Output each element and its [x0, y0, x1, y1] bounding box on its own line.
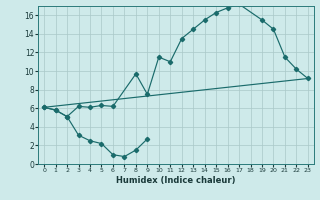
X-axis label: Humidex (Indice chaleur): Humidex (Indice chaleur): [116, 176, 236, 185]
